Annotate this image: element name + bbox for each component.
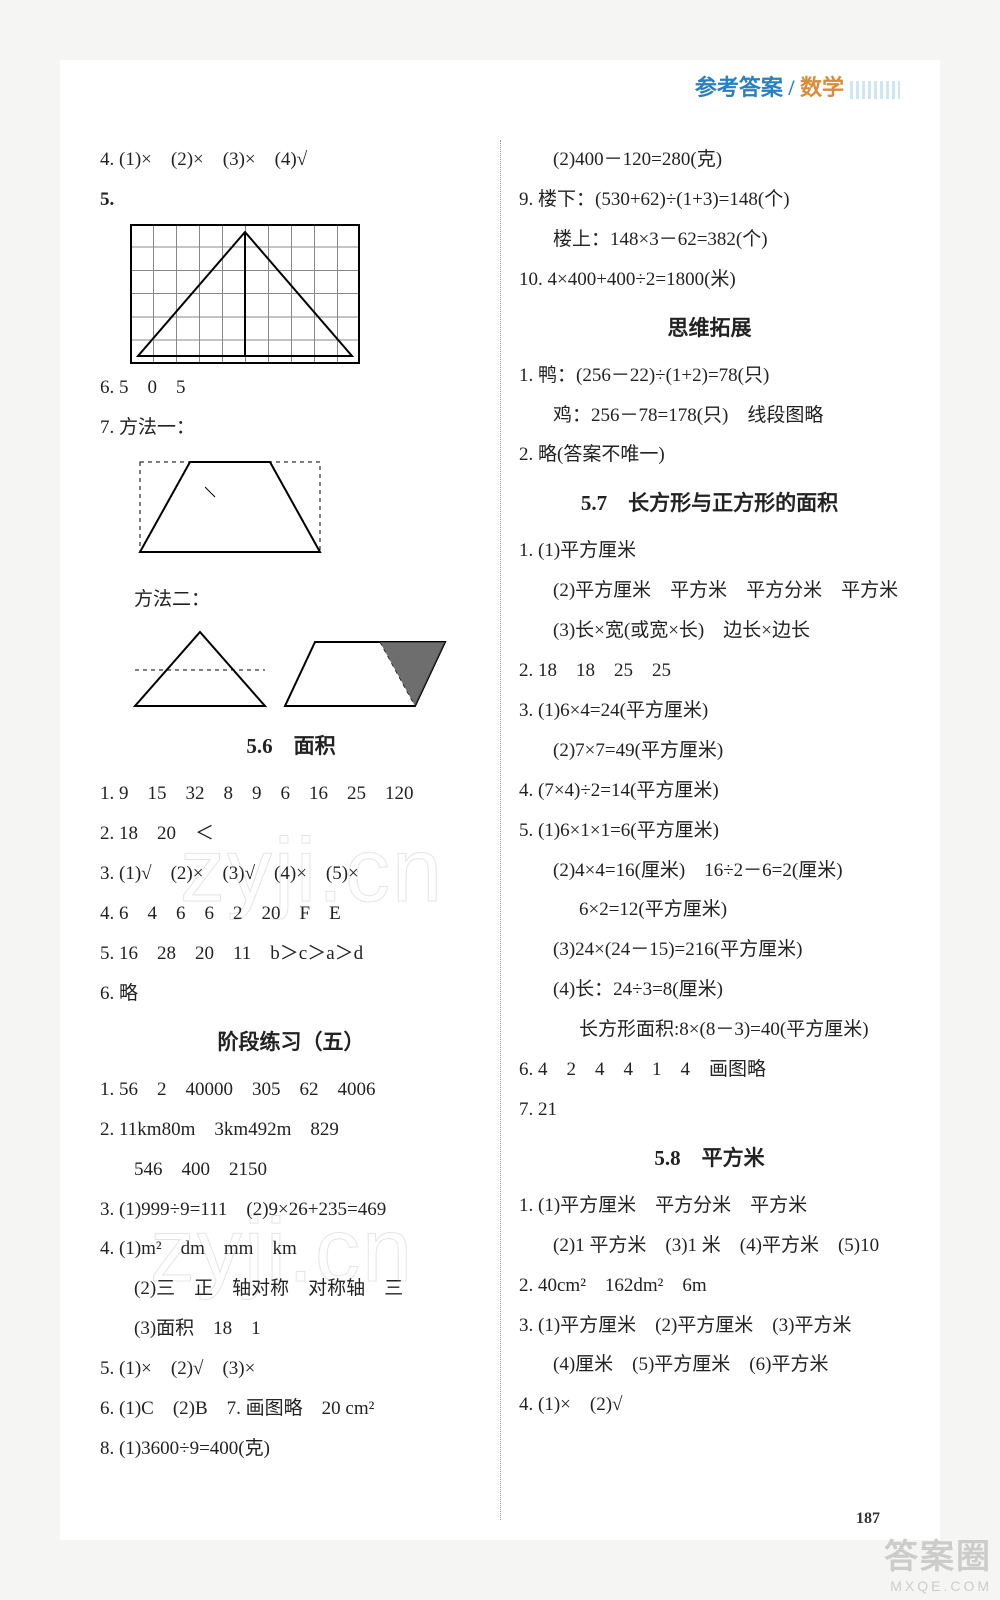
answer-line: 8. (1)3600÷9=400(克) (100, 1429, 482, 1469)
answer-line: (3)长×宽(或宽×长) 边长×边长 (519, 611, 900, 651)
section-title: 5.7 长方形与正方形的面积 (519, 475, 900, 531)
answer-line: 7. 21 (519, 1090, 900, 1130)
answer-line: (2)400－120=280(克) (519, 140, 900, 180)
answer-line: 6. 4 2 4 4 1 4 画图略 (519, 1050, 900, 1090)
answer-line: (2)4×4=16(厘米) 16÷2－6=2(厘米) (519, 851, 900, 891)
answer-line: 3. (1)6×4=24(平方厘米) (519, 691, 900, 731)
header-stripe-icon (850, 81, 900, 99)
corner-logo-en: MXQE.COM (884, 1578, 992, 1594)
triangle-svg (130, 224, 360, 364)
answer-line: 3. (1)999÷9=111 (2)9×26+235=469 (100, 1190, 482, 1230)
answer-line: 2. 18 18 25 25 (519, 651, 900, 691)
answer-line: 5. (100, 180, 482, 220)
trap-outer (140, 462, 320, 552)
answer-line: 4. 6 4 6 6 2 20 F E (100, 894, 482, 934)
trapezoid-svg (130, 452, 330, 562)
columns: 4. (1)× (2)× (3)× (4)√ 5. 6. 5 0 5 7. 方法… (100, 100, 900, 1520)
answer-line: (2)平方厘米 平方米 平方分米 平方米 (519, 571, 900, 611)
answer-line: (3)24×(24－15)=216(平方厘米) (519, 930, 900, 970)
answer-line: 4. (1)× (2)√ (519, 1385, 900, 1425)
answer-line: 6. (1)C (2)B 7. 画图略 20 cm² (100, 1389, 482, 1429)
answer-line: 2. 略(答案不唯一) (519, 435, 900, 475)
section-title: 思维拓展 (519, 300, 900, 356)
right-column: (2)400－120=280(克) 9. 楼下：(530+62)÷(1+3)=1… (500, 140, 900, 1520)
answer-line: 方法二： (100, 580, 482, 620)
answer-line: 4. (7×4)÷2=14(平方厘米) (519, 771, 900, 811)
answer-line: 5. 16 28 20 11 b＞c＞a＞d (100, 934, 482, 974)
answer-line: 1. 56 2 40000 305 62 4006 (100, 1070, 482, 1110)
answer-line: (4)长：24÷3=8(厘米) (519, 970, 900, 1010)
left-column: 4. (1)× (2)× (3)× (4)√ 5. 6. 5 0 5 7. 方法… (100, 140, 500, 1520)
page-header: 参考答案 / 数学 (695, 70, 900, 102)
answer-line: (3)面积 18 1 (100, 1309, 482, 1349)
answer-line: 3. (1)√ (2)× (3)√ (4)× (5)× (100, 854, 482, 894)
answer-line: 2. 18 20 ＜ (100, 814, 482, 854)
par-fill (380, 642, 445, 706)
corner-logo-cn: 答案圈 (884, 1529, 992, 1578)
answer-line: (2)1 平方米 (3)1 米 (4)平方米 (5)10 (519, 1226, 900, 1266)
answer-line: (2)7×7=49(平方厘米) (519, 731, 900, 771)
answer-line: (2)三 正 轴对称 对称轴 三 (100, 1269, 482, 1309)
answer-line: 1. 9 15 32 8 9 6 16 25 120 (100, 774, 482, 814)
answer-line: 长方形面积:8×(8－3)=40(平方厘米) (519, 1010, 900, 1050)
corner-logo: 答案圈 MXQE.COM (884, 1529, 992, 1594)
answer-line: 鸡：256－78=178(只) 线段图略 (519, 396, 900, 436)
method2-figure (130, 624, 482, 714)
answer-line: 546 400 2150 (100, 1150, 482, 1190)
small-triangle-svg (130, 624, 270, 714)
answer-line: 6×2=12(平方厘米) (519, 890, 900, 930)
answer-line: 2. 40cm² 162dm² 6m (519, 1266, 900, 1306)
answer-line: 6. 略 (100, 974, 482, 1014)
answer-line: 7. 方法一： (100, 408, 482, 448)
trap-inner (140, 462, 320, 552)
section-title: 阶段练习（五） (100, 1014, 482, 1070)
answer-line: (4)厘米 (5)平方厘米 (6)平方米 (519, 1345, 900, 1385)
header-sep: / (783, 75, 800, 100)
answer-line: 5. (1)× (2)√ (3)× (100, 1349, 482, 1389)
parallelogram-svg (280, 634, 450, 714)
grid-triangle-figure (130, 224, 360, 364)
answer-line: 3. (1)平方厘米 (2)平方厘米 (3)平方米 (519, 1306, 900, 1346)
tri-shape (135, 632, 265, 706)
answer-line: 10. 4×400+400÷2=1800(米) (519, 260, 900, 300)
section-title: 5.6 面积 (100, 718, 482, 774)
answer-line: 6. 5 0 5 (100, 368, 482, 408)
page-number: 187 (856, 1510, 880, 1528)
header-subject: 数学 (800, 75, 844, 100)
answer-line: 1. (1)平方厘米 平方分米 平方米 (519, 1186, 900, 1226)
answer-line: 1. 鸭：(256－22)÷(1+2)=78(只) (519, 356, 900, 396)
page: 参考答案 / 数学 4. (1)× (2)× (3)× (4)√ 5. 6. 5… (60, 60, 940, 1540)
answer-line: 4. (1)× (2)× (3)× (4)√ (100, 140, 482, 180)
answer-line: 2. 11km80m 3km492m 829 (100, 1110, 482, 1150)
trapezoid-figure (130, 452, 482, 577)
answer-line: 5. (1)6×1×1=6(平方厘米) (519, 811, 900, 851)
tick-icon (205, 487, 215, 497)
answer-line: 4. (1)m² dm mm km (100, 1229, 482, 1269)
answer-line: 1. (1)平方厘米 (519, 531, 900, 571)
header-section: 参考答案 (695, 75, 783, 100)
section-title: 5.8 平方米 (519, 1130, 900, 1186)
answer-line: 9. 楼下：(530+62)÷(1+3)=148(个) (519, 180, 900, 220)
answer-line: 楼上：148×3－62=382(个) (519, 220, 900, 260)
